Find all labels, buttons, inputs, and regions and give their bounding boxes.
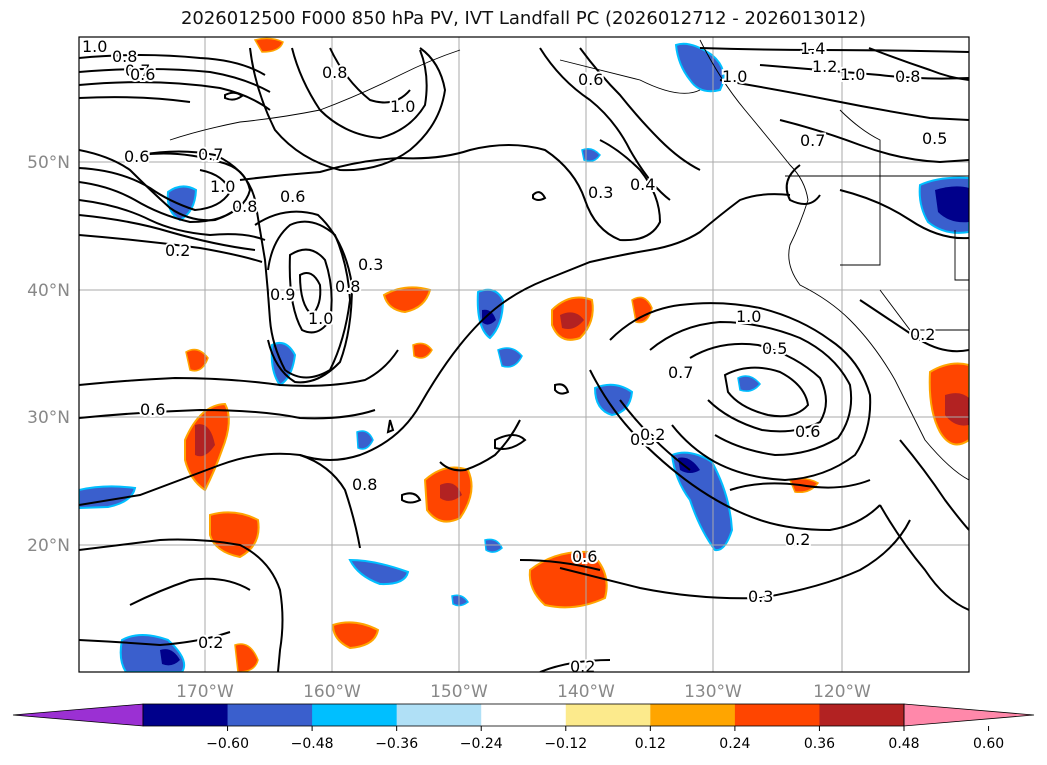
contour-label: 0.6 (578, 70, 603, 89)
contour-label: 0.2 (165, 241, 190, 260)
colorbar-segment (565, 704, 651, 726)
contour-label: 0.8 (322, 63, 347, 82)
colorbar-tick-label: 0.12 (635, 736, 666, 752)
lat-label: 50°N (27, 153, 70, 173)
contour-label: 0.9 (270, 285, 295, 304)
contour-label: 0.2 (640, 425, 665, 444)
contour-label: 0.2 (910, 325, 935, 344)
colorbar-extension-high (903, 703, 1035, 727)
contour-label: 0.8 (232, 197, 257, 216)
colorbar-tick-label: −0.12 (544, 736, 587, 752)
contour-label: 0.7 (800, 131, 825, 150)
lon-label: 150°W (430, 682, 488, 702)
lon-label: 160°W (303, 682, 361, 702)
contour-label: 0.3 (748, 587, 773, 606)
contour-labels: 1.0 0.8 0.7 0.6 0.8 1.0 0.6 0.7 1.0 0.8 … (80, 37, 949, 676)
contour-label: 0.8 (352, 475, 377, 494)
contour-label: 1.0 (308, 309, 333, 328)
colorbar-tick-label: −0.36 (375, 736, 418, 752)
colorbar-segment (819, 704, 905, 726)
contour-label: 1.0 (722, 67, 747, 86)
colorbar-tick-label: 0.36 (804, 736, 835, 752)
colorbar-segment (227, 704, 313, 726)
map-frame (78, 36, 970, 673)
plot-area: 1.0 0.8 0.7 0.6 0.8 1.0 0.6 0.7 1.0 0.8 … (79, 37, 969, 676)
colorbar-tick-label: 0.48 (888, 736, 919, 752)
lat-label: 30°N (27, 408, 70, 428)
lon-label: 170°W (176, 682, 234, 702)
colorbar-segment (481, 704, 567, 726)
colorbar-segment (734, 704, 820, 726)
colorbar-frame (142, 703, 905, 727)
contour-label: 0.8 (895, 67, 920, 86)
contour-label: 0.5 (922, 129, 947, 148)
colorbar-segment (312, 704, 398, 726)
contour-label: 1.0 (390, 97, 415, 116)
lat-label: 40°N (27, 281, 70, 301)
contour-label: 0.8 (335, 277, 360, 296)
pv-shading (79, 37, 969, 672)
contour-label: 0.2 (198, 633, 223, 652)
pv-contours (79, 47, 969, 672)
contour-label: 0.6 (280, 187, 305, 206)
map-title: 2026012500 F000 850 hPa PV, IVT Landfall… (180, 8, 867, 29)
contour-label: 0.6 (130, 65, 155, 84)
contour-label: 0.6 (124, 147, 149, 166)
contour-label: 0.7 (125, 61, 150, 80)
colorbar-extension-low (12, 703, 144, 727)
contour-label: 1.0 (736, 307, 761, 326)
longitude-labels: 170°W 160°W 150°W 140°W 130°W 120°W (176, 682, 871, 702)
contour-label: 0.8 (112, 47, 137, 66)
contour-label: 0.4 (630, 175, 655, 194)
contour-label: 1.2 (812, 57, 837, 76)
colorbar-tick-label: 0.60 (973, 736, 1004, 752)
colorbar-tick-label: −0.48 (291, 736, 334, 752)
colorbar-tick-label: 0.24 (719, 736, 750, 752)
coastlines (169, 39, 969, 481)
colorbar-tick-label: −0.24 (460, 736, 503, 752)
lon-label: 130°W (684, 682, 742, 702)
contour-label: 1.0 (210, 177, 235, 196)
contour-label: 0.3 (630, 430, 655, 449)
contour-label: 0.3 (588, 183, 613, 202)
contour-label: 0.5 (762, 339, 787, 358)
contour-label: 0.3 (358, 255, 383, 274)
contour-label: 0.6 (140, 400, 165, 419)
colorbar-segment (650, 704, 736, 726)
contour-label: 0.7 (668, 363, 693, 382)
colorbar-segment (396, 704, 482, 726)
colorbar-tick-label: −0.60 (206, 736, 249, 752)
contour-label: 0.6 (795, 422, 820, 441)
contour-label: 1.0 (82, 37, 107, 56)
contour-label: 0.2 (785, 530, 810, 549)
lon-label: 120°W (813, 682, 871, 702)
contour-label: 0.6 (572, 547, 597, 566)
contour-label: 1.4 (800, 39, 825, 58)
lat-label: 20°N (27, 536, 70, 556)
contour-label: 1.0 (840, 65, 865, 84)
contour-label: 0.2 (570, 657, 595, 676)
latitude-labels: 50°N 40°N 30°N 20°N (27, 153, 70, 556)
lon-label: 140°W (557, 682, 615, 702)
colorbar-segment (143, 704, 229, 726)
contour-label: 0.7 (198, 145, 223, 164)
colorbar: −0.60 −0.48 −0.36 −0.24 −0.12 0.12 0.24 0.36 0.4… (12, 703, 1035, 752)
